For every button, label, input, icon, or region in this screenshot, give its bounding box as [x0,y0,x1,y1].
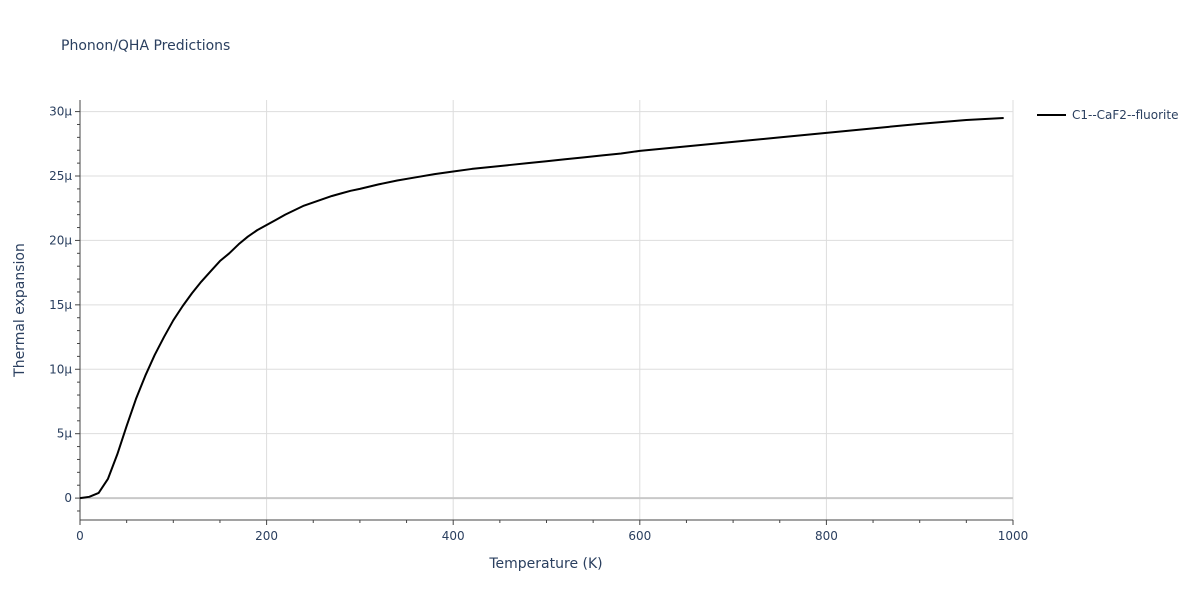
y-tick-label: 25μ [49,169,72,183]
y-axis-title: Thermal expansion [12,243,28,378]
x-axis-title: Temperature (K) [488,556,602,572]
x-tick-label: 200 [255,529,278,543]
chart-title: Phonon/QHA Predictions [61,38,230,54]
legend-label: C1--CaF2--fluorite [1072,108,1178,122]
x-tick-label: 1000 [998,529,1029,543]
y-tick-label: 10μ [49,362,72,376]
y-tick-label: 20μ [49,233,72,247]
grid [80,100,1014,520]
legend[interactable]: C1--CaF2--fluorite [1037,108,1178,122]
x-tick-label: 400 [442,529,465,543]
y-tick-label: 5μ [57,427,73,441]
y-tick-label: 0 [64,491,72,505]
axes: 0 200 400 600 800 1000 0 5μ 10μ 15μ 20μ 25μ 30μ [49,100,1028,543]
x-tick-label: 0 [76,529,84,543]
x-tick-label: 800 [815,529,838,543]
y-tick-label: 30μ [49,105,72,119]
series-layer [79,117,1004,500]
series-line [79,117,1004,500]
x-tick-label: 600 [628,529,651,543]
y-tick-label: 15μ [49,298,72,312]
